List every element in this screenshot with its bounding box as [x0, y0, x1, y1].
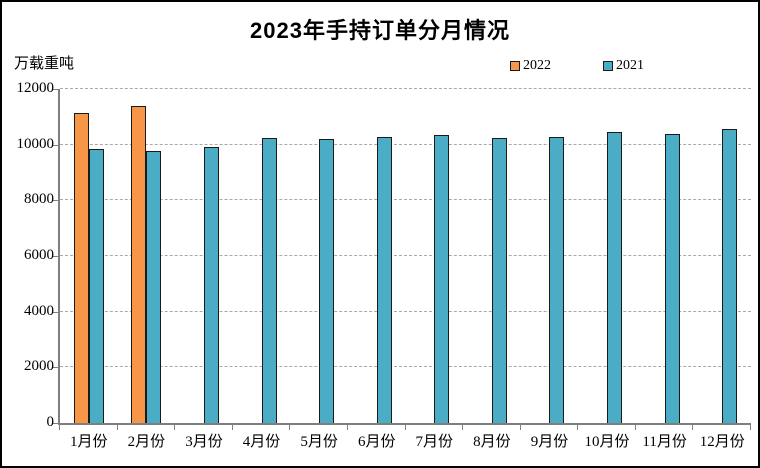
x-axis-tick-label: 10月份	[584, 434, 630, 450]
x-axis-tick-label: 12月份	[699, 434, 745, 450]
x-axis-tick	[577, 425, 579, 430]
x-axis-tick-label: 9月份	[530, 434, 569, 450]
x-axis-tick-label: 8月份	[473, 434, 511, 450]
y-axis-tick-label: 2000	[24, 358, 54, 375]
plot-area	[53, 88, 751, 430]
gridline-y-8000	[60, 199, 751, 201]
y-axis-tick	[53, 256, 58, 257]
y-axis-tick-label: 10000	[16, 135, 55, 152]
bar-2021-6月份	[376, 136, 392, 423]
legend-item-2022: 2022	[510, 58, 551, 74]
gridline-y-4000	[60, 310, 751, 312]
y-axis-tick	[53, 144, 58, 146]
x-axis-tick-label: 5月份	[300, 434, 338, 450]
x-axis-tick-label: 3月份	[185, 434, 223, 450]
y-axis-tick-label: 4000	[24, 302, 54, 319]
legend: 2022 2021	[510, 58, 644, 74]
bar-2021-2月份	[146, 150, 162, 423]
bar-2021-12月份	[722, 129, 738, 423]
chart-title: 2023年手持订单分月情况	[250, 18, 510, 43]
bar-2021-5月份	[319, 138, 335, 423]
bar-2022-2月份	[131, 105, 147, 423]
bar-2021-7月份	[434, 134, 450, 423]
y-axis-tick	[53, 89, 58, 90]
x-axis-tick	[462, 425, 464, 430]
x-axis-tick	[174, 425, 176, 430]
legend-label-2021: 2021	[616, 58, 644, 73]
bar-2022-1月份	[73, 112, 89, 423]
y-axis-tick	[53, 423, 58, 424]
x-axis-tick	[231, 425, 233, 430]
y-axis-tick-label: 12000	[16, 80, 55, 96]
x-axis-tick-label: 4月份	[242, 434, 281, 450]
x-axis-tick	[692, 425, 694, 430]
gridline-y-6000	[60, 255, 751, 256]
x-axis-tick	[750, 425, 751, 430]
bar-2021-8月份	[491, 138, 507, 423]
bar-2021-3月份	[203, 147, 219, 423]
x-axis-tick	[519, 425, 521, 430]
bar-2021-10月份	[607, 132, 623, 423]
x-axis-tick-label: 11月份	[642, 434, 687, 450]
y-axis-tick-label: 6000	[24, 247, 54, 263]
x-axis-tick-label: 1月份	[70, 434, 108, 450]
bar-2021-1月份	[88, 148, 104, 423]
gridline-y-10000	[60, 143, 751, 145]
y-axis-unit-label: 万载重吨	[14, 56, 75, 72]
gridline-y-2000	[60, 366, 751, 368]
x-axis-tick	[116, 425, 118, 430]
x-axis-tick	[59, 425, 60, 430]
legend-swatch-2021-icon	[603, 61, 613, 71]
legend-item-2021: 2021	[603, 58, 644, 74]
x-axis-tick	[634, 425, 636, 430]
legend-swatch-2022-icon	[510, 61, 520, 71]
x-axis-tick	[346, 425, 348, 430]
x-axis-tick-label: 6月份	[357, 434, 396, 450]
y-axis-tick-label: 8000	[24, 191, 54, 208]
y-axis-tick	[53, 311, 58, 313]
gridline-y-12000	[60, 88, 751, 89]
x-axis-tick	[404, 425, 406, 430]
x-axis-tick-label: 2月份	[127, 434, 166, 450]
y-axis-tick	[53, 367, 58, 369]
bar-2021-9月份	[549, 137, 565, 423]
bar-2021-4月份	[261, 137, 277, 423]
x-axis-tick	[289, 425, 291, 430]
y-axis-tick-label: 0	[46, 414, 55, 430]
x-axis-tick-label: 7月份	[415, 434, 454, 450]
bar-2021-11月份	[664, 134, 680, 423]
legend-label-2022: 2022	[523, 58, 551, 73]
y-axis-tick	[53, 200, 58, 202]
